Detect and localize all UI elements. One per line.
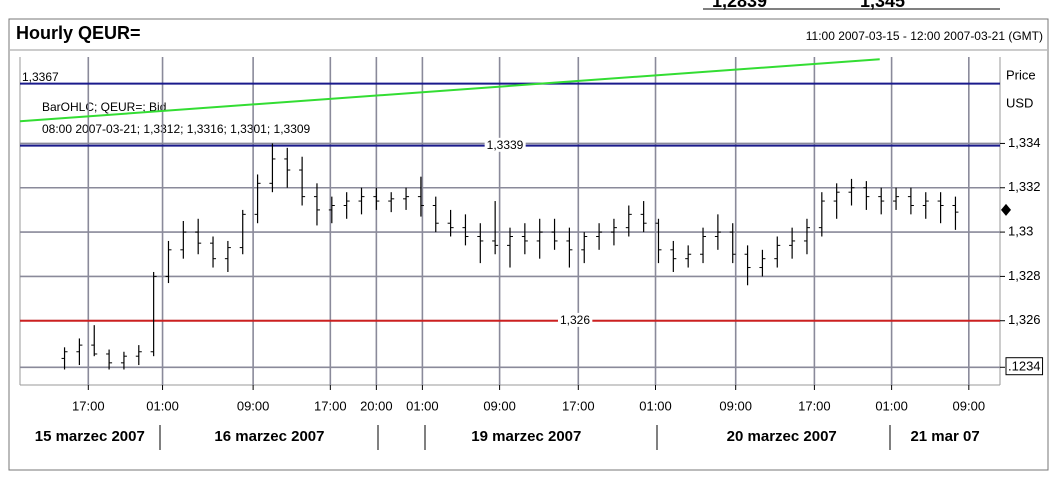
cropped-label: 1,2839 xyxy=(712,0,767,11)
level-label-bg xyxy=(484,137,526,152)
cropped-label: 1,345 xyxy=(860,0,905,11)
x-tick-label: 17:00 xyxy=(314,398,347,413)
chart-subtitle: 11:00 2007-03-15 - 12:00 2007-03-21 (GMT… xyxy=(806,29,1043,43)
day-label: 19 marzec 2007 xyxy=(471,428,581,445)
y-tick-label: .1234 xyxy=(1008,359,1041,374)
x-tick-label: 09:00 xyxy=(483,398,516,413)
axis-label: Price xyxy=(1006,67,1036,82)
ohlc-bars xyxy=(61,143,959,370)
level-label: 1,326 xyxy=(560,313,590,327)
unit-label: USD xyxy=(1006,95,1033,110)
y-tick-label: 1,334 xyxy=(1008,135,1041,150)
day-label: 20 marzec 2007 xyxy=(727,428,837,445)
day-label: 16 marzec 2007 xyxy=(214,428,324,445)
y-tick-label: 1,326 xyxy=(1008,312,1041,327)
x-tick-label: 09:00 xyxy=(953,398,986,413)
x-tick-label: 09:00 xyxy=(719,398,752,413)
y-tick-label: 1,33 xyxy=(1008,224,1033,239)
day-label: 15 marzec 2007 xyxy=(35,428,145,445)
day-separators xyxy=(159,425,891,450)
day-label: 21 mar 07 xyxy=(910,428,979,445)
level-label: 1,3339 xyxy=(487,138,524,152)
legend-line: BarOHLC; QEUR=; Bid xyxy=(42,100,166,114)
x-tick-label: 17:00 xyxy=(798,398,831,413)
chart-frame xyxy=(8,18,1049,471)
x-tick-label: 01:00 xyxy=(875,398,908,413)
x-tick-label: 20:00 xyxy=(360,398,393,413)
y-tick-label: 1,332 xyxy=(1008,179,1041,194)
level-label: 1,3367 xyxy=(22,70,59,84)
level-label-bg xyxy=(557,312,593,327)
x-tick-label: 09:00 xyxy=(237,398,270,413)
x-tick-label: 17:00 xyxy=(562,398,595,413)
trend-line xyxy=(19,58,880,123)
x-tick-label: 01:00 xyxy=(639,398,672,413)
last-price-marker xyxy=(1001,203,1011,216)
x-tick-label: 01:00 xyxy=(406,398,439,413)
y-tick-box xyxy=(1005,357,1044,376)
legend-line: 08:00 2007-03-21; 1,3312; 1,3316; 1,3301… xyxy=(42,122,311,136)
x-tick-label: 17:00 xyxy=(72,398,105,413)
chart-title: Hourly QEUR= xyxy=(16,23,141,43)
y-tick-label: 1,328 xyxy=(1008,268,1041,283)
x-tick-label: 01:00 xyxy=(146,398,179,413)
